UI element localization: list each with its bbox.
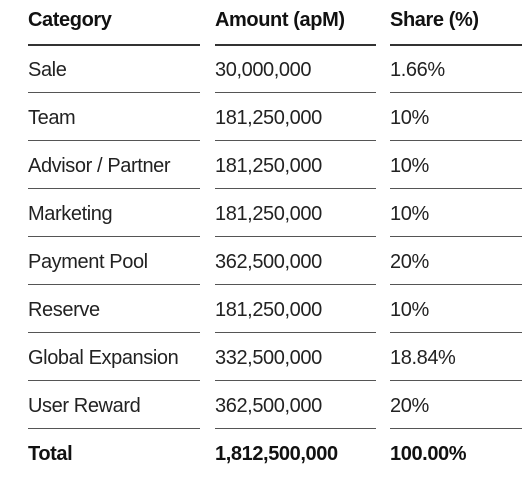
share-cell: 10% xyxy=(390,94,522,142)
share-cell: 20% xyxy=(390,238,522,286)
category-cell: Payment Pool xyxy=(28,238,200,286)
category-cell: User Reward xyxy=(28,382,200,430)
share-cell: 10% xyxy=(390,190,522,238)
amount-cell: 181,250,000 xyxy=(215,190,376,238)
table-row: Advisor / Partner 181,250,000 10% xyxy=(28,142,522,190)
share-cell: 18.84% xyxy=(390,334,522,382)
category-cell: Team xyxy=(28,94,200,142)
category-cell: Sale xyxy=(28,46,200,94)
total-share: 100.00% xyxy=(390,442,467,465)
table-row: Global Expansion 332,500,000 18.84% xyxy=(28,334,522,382)
table-row: Sale 30,000,000 1.66% xyxy=(28,46,522,94)
header-category: Category xyxy=(28,0,200,46)
allocation-table: Category Amount (apM) Share (%) Sale 30,… xyxy=(28,0,522,478)
total-label: Total xyxy=(28,442,73,465)
amount-cell: 362,500,000 xyxy=(215,238,376,286)
table-row: Team 181,250,000 10% xyxy=(28,94,522,142)
category-cell: Advisor / Partner xyxy=(28,142,200,190)
share-cell: 10% xyxy=(390,142,522,190)
amount-cell: 30,000,000 xyxy=(215,46,376,94)
header-amount: Amount (apM) xyxy=(215,0,376,46)
table-row: Marketing 181,250,000 10% xyxy=(28,190,522,238)
table-row: Reserve 181,250,000 10% xyxy=(28,286,522,334)
table-row: Payment Pool 362,500,000 20% xyxy=(28,238,522,286)
amount-cell: 181,250,000 xyxy=(215,94,376,142)
category-cell: Marketing xyxy=(28,190,200,238)
header-share: Share (%) xyxy=(390,0,522,46)
share-cell: 10% xyxy=(390,286,522,334)
table-total-row: Total 1,812,500,000 100.00% xyxy=(28,430,522,478)
share-cell: 1.66% xyxy=(390,46,522,94)
amount-cell: 181,250,000 xyxy=(215,286,376,334)
amount-cell: 362,500,000 xyxy=(215,382,376,430)
amount-cell: 181,250,000 xyxy=(215,142,376,190)
category-cell: Reserve xyxy=(28,286,200,334)
table-row: User Reward 362,500,000 20% xyxy=(28,382,522,430)
amount-cell: 332,500,000 xyxy=(215,334,376,382)
table-header-row: Category Amount (apM) Share (%) xyxy=(28,0,522,46)
category-cell: Global Expansion xyxy=(28,334,200,382)
share-cell: 20% xyxy=(390,382,522,430)
total-amount: 1,812,500,000 xyxy=(215,442,338,465)
